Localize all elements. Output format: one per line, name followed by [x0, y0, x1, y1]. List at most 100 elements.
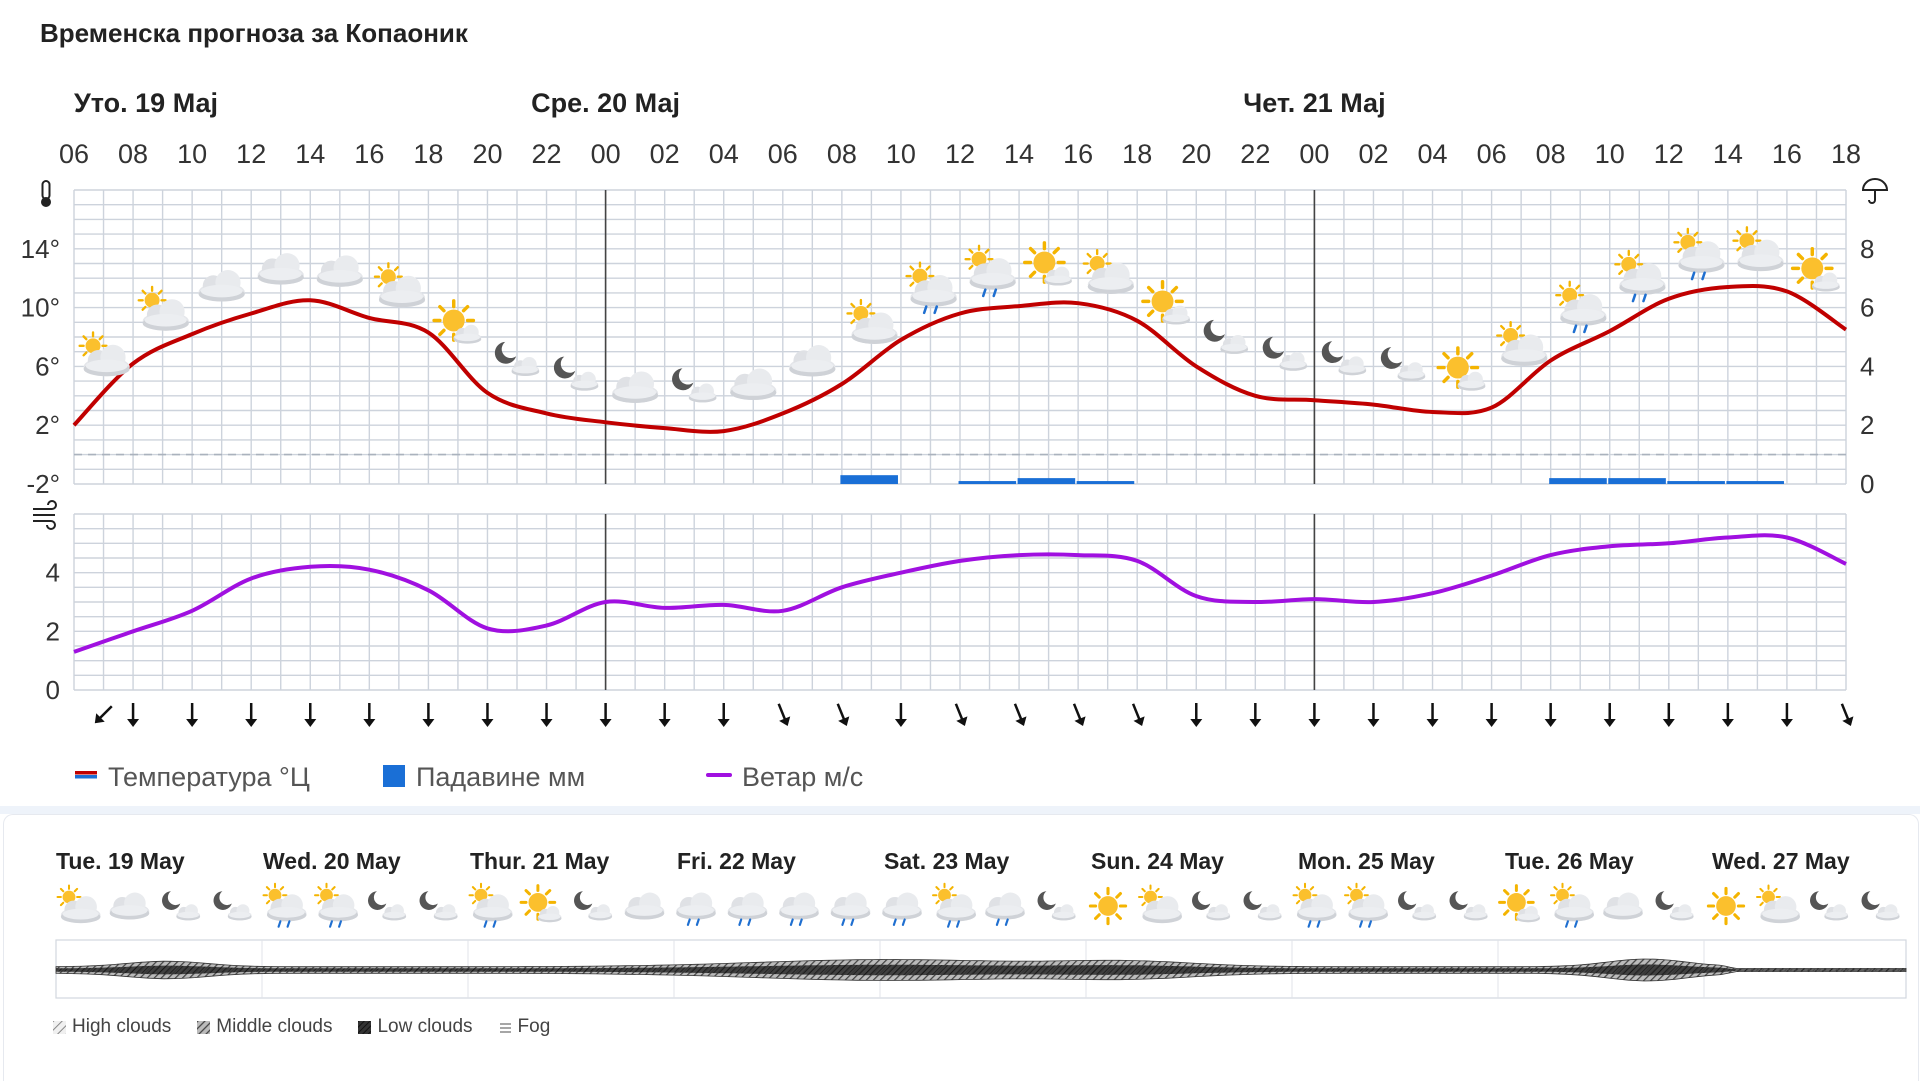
moon-shape	[1204, 320, 1225, 342]
cloud-shape	[730, 369, 776, 401]
wind-direction-arrow	[1545, 703, 1557, 727]
hour-label: 16	[1063, 139, 1093, 169]
arrow-head	[659, 719, 671, 727]
arrow-head	[1308, 719, 1320, 727]
hour-label: 18	[1831, 139, 1861, 169]
hour-label: 00	[591, 139, 621, 169]
wind-direction-arrow	[1190, 703, 1202, 727]
legend-item: Падавине мм	[383, 762, 585, 792]
hour-label: 20	[1181, 139, 1211, 169]
precip-bar	[840, 475, 898, 484]
wind-direction-arrow	[481, 703, 493, 727]
umbrella-handle	[1869, 190, 1875, 203]
hour-label: 04	[709, 139, 739, 169]
wind-direction-arrow	[91, 702, 116, 727]
precip-tick-label: 4	[1860, 351, 1874, 381]
moon-shape	[495, 342, 516, 364]
arrow-head	[1249, 719, 1261, 727]
legend-label: Температура °Ц	[108, 762, 310, 792]
hour-label: 14	[295, 139, 325, 169]
cloudy-icon	[258, 253, 304, 285]
wind-direction-arrow	[1604, 703, 1616, 727]
hour-label: 22	[1240, 139, 1270, 169]
day-header: Сре. 20 Мај	[531, 88, 680, 118]
arrow-head	[541, 719, 553, 727]
moon-shape	[672, 368, 693, 390]
wind-direction-arrow	[1486, 703, 1498, 727]
arrow-head	[186, 719, 198, 727]
wind-direction-arrow	[1781, 703, 1793, 727]
day-header: Уто. 19 Мај	[74, 88, 218, 118]
legend-item: Ветар м/с	[706, 762, 863, 792]
arrow-head	[1604, 719, 1616, 727]
wind-direction-arrow	[773, 702, 793, 729]
legend-middle-clouds-label: Middle clouds	[216, 1016, 332, 1038]
wind-stroke	[33, 521, 55, 529]
cloudy-icon	[199, 270, 245, 302]
section-divider	[0, 806, 1920, 814]
legend-swatch	[75, 771, 97, 775]
hour-label: 02	[650, 139, 680, 169]
cloud-shape	[258, 253, 304, 285]
wind-direction-arrow	[1367, 703, 1379, 727]
cloud-shape	[689, 384, 717, 403]
arrow-head	[895, 719, 907, 727]
wind-direction-arrow	[1836, 702, 1856, 729]
wind-direction-arrow	[718, 703, 730, 727]
arrow-head	[1367, 719, 1379, 727]
wind-direction-arrow	[1663, 703, 1675, 727]
arrow-head	[481, 719, 493, 727]
precip-bar	[959, 481, 1017, 484]
wind-direction-arrow	[1009, 702, 1029, 729]
cloud-shape	[612, 371, 658, 403]
wind-stroke	[33, 501, 56, 509]
wind-direction-arrow	[1427, 703, 1439, 727]
hour-label: 10	[177, 139, 207, 169]
legend-middle-clouds: Middle clouds	[197, 1016, 332, 1038]
arrow-head	[1545, 719, 1557, 727]
hour-label: 04	[1418, 139, 1448, 169]
arrow-head	[956, 716, 970, 728]
legend-fog-label: Fog	[518, 1016, 551, 1038]
cloud-shape	[199, 270, 245, 302]
hour-label: 16	[354, 139, 384, 169]
hour-label: 12	[1654, 139, 1684, 169]
hour-label: 10	[886, 139, 916, 169]
cloud-shape	[571, 372, 599, 391]
arrow-head	[1074, 716, 1088, 728]
hour-label: 22	[532, 139, 562, 169]
temp-tick-label: 14°	[21, 234, 60, 264]
wind-tick-label: 2	[46, 616, 60, 646]
wind-direction-arrow	[1068, 702, 1088, 729]
arrow-head	[1663, 719, 1675, 727]
wind-direction-arrow	[304, 703, 316, 727]
partly-cloudy-day-icon	[375, 263, 425, 307]
hour-label: 14	[1713, 139, 1743, 169]
day-header: Чет. 21 Мај	[1243, 88, 1385, 118]
arrow-head	[245, 719, 257, 727]
precip-bar	[1018, 478, 1076, 484]
wind-direction-arrow	[600, 703, 612, 727]
legend-low-clouds: Low clouds	[358, 1016, 472, 1038]
arrow-head	[600, 719, 612, 727]
cloud-shape	[1279, 352, 1307, 371]
arrow-head	[1427, 719, 1439, 727]
cloud-shape	[1398, 362, 1426, 381]
legend-swatch	[383, 765, 405, 787]
moon-shape	[1263, 337, 1284, 359]
rain-partly-icon	[966, 246, 1016, 296]
precip-tick-label: 8	[1860, 234, 1874, 264]
precip-bar	[1608, 478, 1666, 484]
partly-cloudy-day-icon	[1497, 322, 1547, 366]
cloudy-icon	[317, 255, 363, 287]
umbrella-icon	[1863, 179, 1887, 203]
legend-label: Ветар м/с	[742, 762, 863, 792]
partly-cloudy-day-icon	[80, 332, 130, 376]
cloudy-icon	[612, 371, 658, 403]
partly-cloudy-day-icon	[1084, 250, 1134, 294]
cloud-shape	[317, 255, 363, 287]
wind-direction-arrow	[659, 703, 671, 727]
arrow-head	[1486, 719, 1498, 727]
arrow-head	[127, 719, 139, 727]
hour-label: 10	[1595, 139, 1625, 169]
